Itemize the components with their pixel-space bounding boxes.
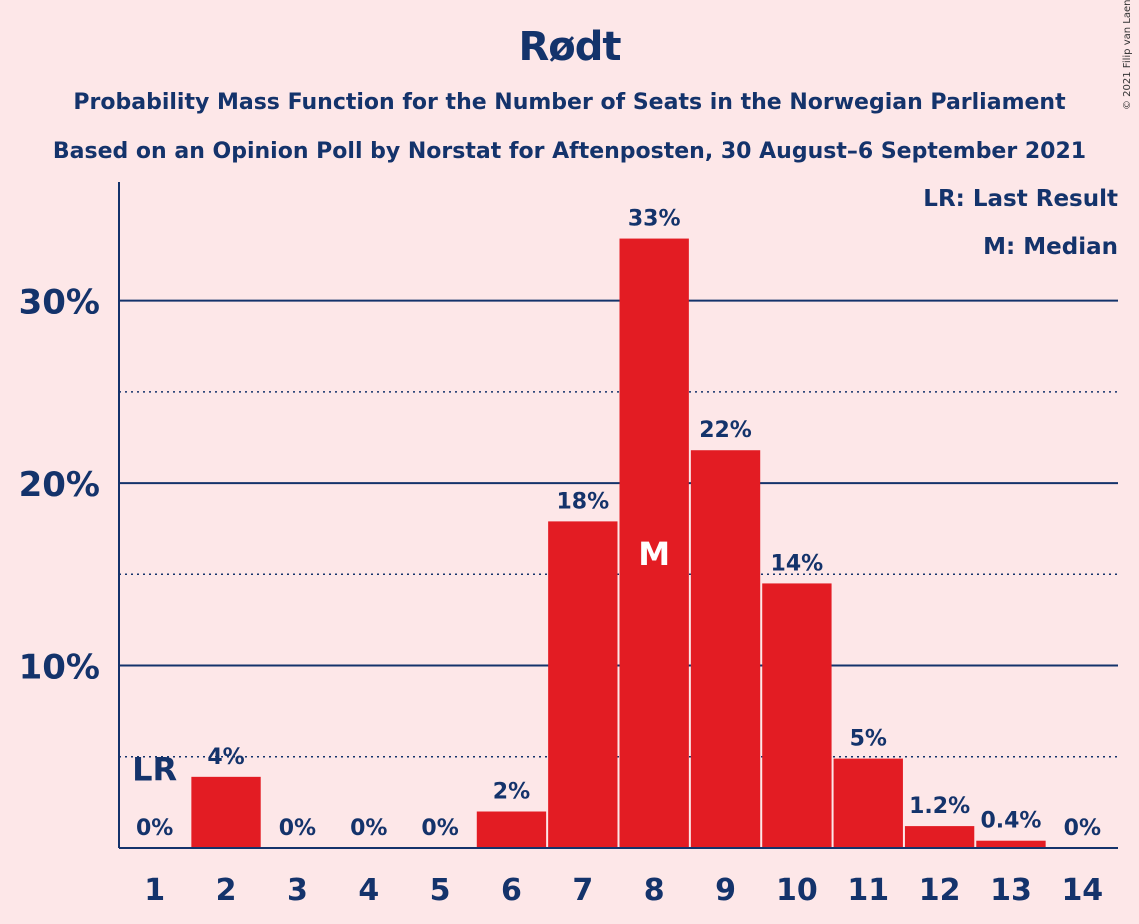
x-tick-label: 10 <box>776 873 818 908</box>
data-label: 2% <box>493 780 530 805</box>
median-marker: M <box>638 535 670 573</box>
x-tick-label: 2 <box>216 873 237 908</box>
chart-title: Rødt <box>518 24 621 70</box>
data-label: 4% <box>207 745 244 770</box>
data-label: 0% <box>136 816 173 841</box>
bar <box>476 811 547 848</box>
legend-last-result: LR: Last Result <box>923 186 1118 212</box>
data-label: 22% <box>699 418 752 443</box>
data-label: 0% <box>279 816 316 841</box>
data-label: 0% <box>1064 816 1101 841</box>
x-tick-label: 9 <box>715 873 736 908</box>
data-label: 14% <box>771 551 824 576</box>
x-tick-label: 7 <box>572 873 593 908</box>
data-label: 5% <box>850 727 887 752</box>
x-tick-label: 11 <box>847 873 889 908</box>
x-tick-label: 14 <box>1061 873 1103 908</box>
chart-subtitle: Probability Mass Function for the Number… <box>73 90 1066 115</box>
bar <box>690 450 761 848</box>
bar <box>548 521 618 848</box>
bar <box>619 238 689 848</box>
x-tick-label: 5 <box>430 873 451 908</box>
y-tick-label: 30% <box>19 283 100 323</box>
x-tick-label: 13 <box>990 873 1032 908</box>
data-label: 33% <box>628 207 681 232</box>
data-label: 1.2% <box>909 794 970 819</box>
bar <box>976 840 1046 848</box>
x-tick-label: 4 <box>358 873 379 908</box>
data-label: 0% <box>421 816 458 841</box>
x-tick-label: 1 <box>144 873 165 908</box>
bar <box>833 758 903 848</box>
x-tick-label: 3 <box>287 873 308 908</box>
bar <box>191 776 261 848</box>
data-label: 0% <box>350 816 387 841</box>
x-tick-label: 6 <box>501 873 522 908</box>
bar <box>762 583 832 848</box>
y-tick-label: 20% <box>19 465 100 505</box>
last-result-marker: LR <box>132 750 177 788</box>
y-tick-label: 10% <box>19 648 100 688</box>
bar <box>904 826 975 848</box>
legend-median: M: Median <box>983 234 1118 260</box>
x-tick-label: 8 <box>644 873 665 908</box>
chart-subtitle-source: Based on an Opinion Poll by Norstat for … <box>52 139 1087 164</box>
data-label: 0.4% <box>980 809 1041 834</box>
x-tick-label: 12 <box>919 873 961 908</box>
data-label: 18% <box>556 489 609 514</box>
